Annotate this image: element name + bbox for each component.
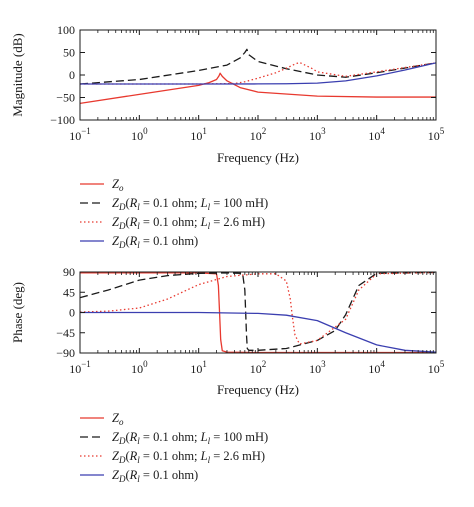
x-tick-label: 101 xyxy=(190,359,207,376)
legend-label-zo: Zo xyxy=(112,177,124,193)
y-tick-label: 0 xyxy=(69,306,75,320)
legend-label-zd3: ZD(Rl = 0.1 ohm) xyxy=(112,234,198,250)
legend-label-zd1: ZD(Rl = 0.1 ohm; Ll = 100 mH) xyxy=(112,430,268,446)
legend-label-zd2: ZD(Rl = 0.1 ohm; Ll = 2.6 mH) xyxy=(112,215,265,231)
legend-label-zd1: ZD(Rl = 0.1 ohm; Ll = 100 mH) xyxy=(112,196,268,212)
x-tick-label: 10−1 xyxy=(69,126,91,143)
x-tick-label: 104 xyxy=(368,359,385,376)
y-axis-label: Magnitude (dB) xyxy=(10,33,25,116)
series-line-zd3 xyxy=(80,311,436,353)
x-tick-label: 102 xyxy=(250,126,267,143)
y-tick-label: 45 xyxy=(63,285,75,299)
x-axis-label: Frequency (Hz) xyxy=(217,150,299,165)
y-tick-label: 50 xyxy=(63,46,75,60)
x-tick-label: 10−1 xyxy=(69,359,91,376)
series-line-zd3 xyxy=(80,62,436,85)
y-tick-label: −100 xyxy=(50,113,75,127)
y-tick-label: −90 xyxy=(56,346,75,360)
x-tick-label: 100 xyxy=(131,359,148,376)
x-axis-label: Frequency (Hz) xyxy=(217,382,299,397)
legend-label-zd2: ZD(Rl = 0.1 ohm; Ll = 2.6 mH) xyxy=(112,449,265,465)
magnitude-legend: Zo ZD(Rl = 0.1 ohm; Ll = 100 mH) ZD(Rl = 0… xyxy=(80,177,268,250)
legend-label-zd3: ZD(Rl = 0.1 ohm) xyxy=(112,468,198,484)
y-tick-label: 100 xyxy=(57,23,75,37)
y-tick-label: −45 xyxy=(56,326,75,340)
x-tick-label: 105 xyxy=(428,126,445,143)
y-axis-label: Phase (deg) xyxy=(10,282,25,343)
x-tick-label: 103 xyxy=(309,126,326,143)
y-tick-label: 0 xyxy=(69,68,75,82)
series-group xyxy=(80,48,436,104)
y-tick-label: −50 xyxy=(56,91,75,105)
series-line-zd1 xyxy=(80,48,436,85)
x-tick-label: 104 xyxy=(368,126,385,143)
series-line-zd2 xyxy=(80,272,436,345)
phase-panel: 10−1 100 101 102 103 104 105 −90 −45 0 45 90 Frequen… xyxy=(10,265,445,397)
magnitude-panel: 10−1 100 101 102 103 104 105 −100 −50 0 50 100 Frequ… xyxy=(10,23,445,165)
phase-legend: Zo ZD(Rl = 0.1 ohm; Ll = 100 mH) ZD(Rl = 0… xyxy=(80,411,268,484)
x-tick-label: 100 xyxy=(131,126,148,143)
series-group xyxy=(80,272,436,353)
x-tick-label: 105 xyxy=(428,359,445,376)
series-line-zd1 xyxy=(80,272,436,351)
legend-label-zo: Zo xyxy=(112,411,124,427)
y-tick-label: 90 xyxy=(63,265,75,279)
x-tick-label: 103 xyxy=(309,359,326,376)
series-line-zd2 xyxy=(80,61,436,85)
series-line-zo xyxy=(80,72,436,104)
x-tick-label: 102 xyxy=(250,359,267,376)
x-tick-label: 101 xyxy=(190,126,207,143)
